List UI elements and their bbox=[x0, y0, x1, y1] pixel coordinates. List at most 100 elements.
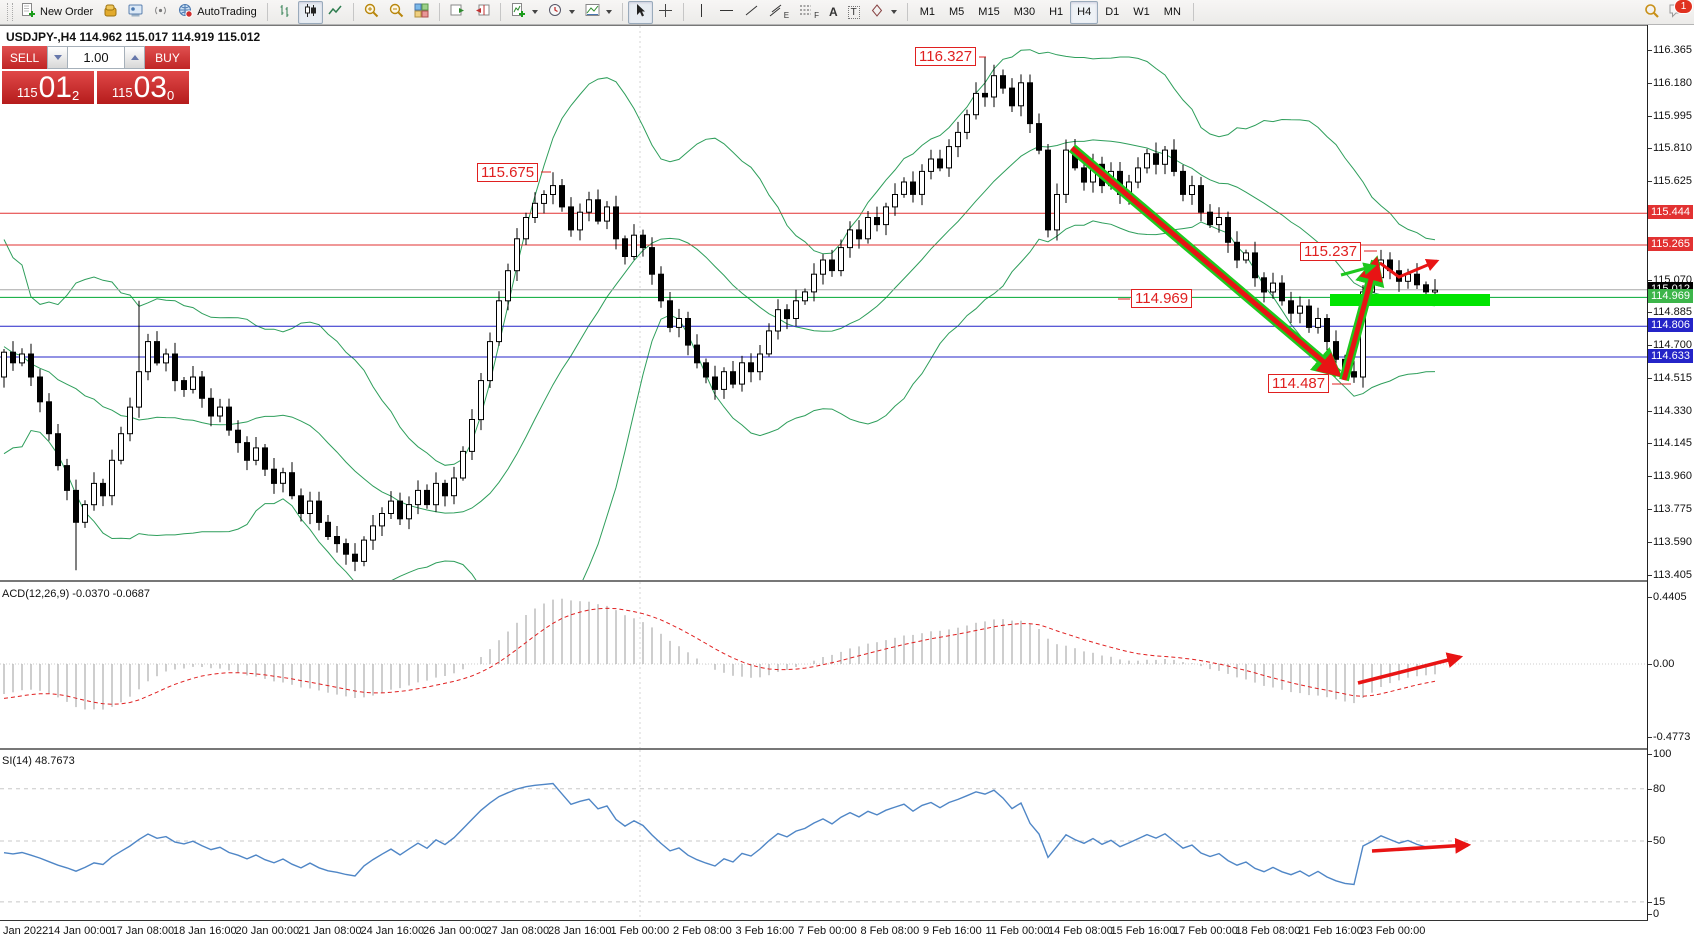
timeframe-M1[interactable]: M1 bbox=[919, 6, 936, 18]
auto-scroll-button[interactable] bbox=[445, 1, 470, 24]
one-click-trading-widget: SELL 1.00 BUY 115 01 2 115 03 0 bbox=[2, 46, 192, 104]
autotrading-icon bbox=[178, 3, 193, 21]
price-annotation[interactable]: 116.327 bbox=[915, 47, 977, 66]
price-axis[interactable]: 116.365 116.180 115.995 115.810 115.625 115.0… bbox=[1647, 0, 1694, 941]
timeframe-M15[interactable]: M15 bbox=[978, 6, 1000, 18]
volume-input[interactable]: 1.00 bbox=[68, 46, 124, 69]
axis-label: 0.00 bbox=[1647, 658, 1675, 670]
macd-panel-splitter[interactable] bbox=[0, 580, 1648, 582]
timeframe-W1[interactable]: W1 bbox=[1133, 6, 1150, 18]
axis-label: 0 bbox=[1647, 908, 1660, 920]
axis-label: 100 bbox=[1647, 748, 1672, 760]
candlestick-chart-button[interactable] bbox=[297, 0, 323, 24]
channel-tool-button[interactable]: E bbox=[764, 1, 794, 24]
time-label: 28 Jan 16:00 bbox=[548, 925, 612, 937]
time-label: 8 Feb 08:00 bbox=[860, 925, 920, 937]
price-badge: 114.806 bbox=[1648, 318, 1693, 333]
sell-button[interactable]: SELL bbox=[2, 46, 47, 69]
line-chart-button[interactable] bbox=[323, 1, 348, 24]
bar-chart-icon bbox=[278, 3, 293, 21]
axis-label: 115.995 bbox=[1648, 109, 1692, 122]
label-tool-button[interactable]: T bbox=[843, 1, 865, 24]
sell-price-box[interactable]: 115 01 2 bbox=[2, 71, 94, 104]
toolbar: New Order AutoTrading bbox=[0, 0, 1694, 25]
autotrading-button[interactable]: AutoTrading bbox=[173, 1, 262, 24]
time-axis[interactable]: Jan 2022 14 Jan 00:00 17 Jan 08:00 18 Jan 1… bbox=[0, 920, 1648, 941]
buy-price-box[interactable]: 115 03 0 bbox=[97, 71, 189, 104]
zoom-in-button[interactable] bbox=[359, 1, 384, 24]
time-label: 11 Feb 00:00 bbox=[985, 925, 1050, 937]
periods-button[interactable] bbox=[543, 1, 580, 24]
volume-decrease-button[interactable] bbox=[47, 46, 68, 69]
chart-shift-icon bbox=[475, 3, 490, 21]
macd-panel[interactable] bbox=[0, 582, 1647, 748]
wallet-button[interactable] bbox=[98, 1, 123, 24]
notifications-button[interactable]: 1 bbox=[1668, 0, 1693, 22]
axis-label: -0.4773 bbox=[1647, 730, 1691, 743]
axis-label: 114.515 bbox=[1648, 371, 1692, 384]
cursor-button[interactable] bbox=[627, 0, 653, 24]
bar-chart-button[interactable] bbox=[273, 1, 298, 24]
profiles-button[interactable] bbox=[580, 1, 617, 24]
new-order-icon bbox=[21, 3, 36, 21]
horizontal-line-tool-button[interactable] bbox=[714, 1, 739, 24]
price-badge: 115.444 bbox=[1648, 205, 1693, 220]
time-label: 18 Jan 16:00 bbox=[173, 925, 237, 937]
timeframe-MN[interactable]: MN bbox=[1163, 6, 1181, 18]
zoom-out-icon bbox=[389, 3, 404, 21]
axis-label: 114.885 bbox=[1648, 306, 1692, 319]
rsi-panel-splitter[interactable] bbox=[0, 748, 1648, 750]
axis-label: 116.180 bbox=[1648, 76, 1692, 89]
time-label: 15 Feb 16:00 bbox=[1110, 925, 1176, 937]
time-label: 21 Jan 08:00 bbox=[298, 925, 362, 937]
tile-windows-button[interactable] bbox=[409, 1, 434, 24]
volume-increase-button[interactable] bbox=[124, 46, 145, 69]
fibonacci-icon bbox=[799, 3, 812, 21]
profiles-caret-icon bbox=[605, 10, 612, 14]
axis-label: 114.330 bbox=[1648, 404, 1692, 417]
time-label: 7 Feb 00:00 bbox=[798, 925, 857, 937]
rsi-panel[interactable] bbox=[0, 750, 1647, 920]
price-annotation[interactable]: 115.237 bbox=[1300, 242, 1362, 261]
client-terminal-button[interactable] bbox=[123, 1, 148, 24]
new-chart-button[interactable] bbox=[506, 1, 543, 24]
signal-button[interactable] bbox=[148, 1, 173, 24]
price-chart[interactable] bbox=[0, 26, 1647, 580]
timeframe-H1[interactable]: H1 bbox=[1049, 6, 1064, 18]
price-badge: 115.265 bbox=[1648, 236, 1693, 251]
shapes-caret-icon bbox=[890, 10, 897, 14]
toolbar-grip[interactable] bbox=[7, 3, 13, 21]
price-annotation[interactable]: 114.487 bbox=[1268, 374, 1330, 393]
vertical-line-icon bbox=[694, 3, 709, 21]
price-annotation[interactable]: 115.675 bbox=[477, 163, 539, 182]
vertical-line-tool-button[interactable] bbox=[689, 1, 714, 24]
text-tool-button[interactable]: A bbox=[824, 1, 843, 24]
auto-scroll-icon bbox=[450, 3, 465, 21]
time-label: 18 Feb 08:00 bbox=[1235, 925, 1301, 937]
time-label: 14 Feb 08:00 bbox=[1048, 925, 1113, 937]
timeframe-group: M1 M5 M15 M30 H1 H4 D1 W1 MN bbox=[913, 0, 1188, 24]
time-label: 17 Feb 00:00 bbox=[1173, 925, 1238, 937]
price-annotation[interactable]: 114.969 bbox=[1131, 289, 1193, 308]
buy-price-sup: 0 bbox=[166, 88, 175, 103]
trendline-tool-button[interactable] bbox=[739, 1, 764, 24]
time-label: 14 Jan 00:00 bbox=[48, 925, 112, 937]
time-label: 1 Feb 00:00 bbox=[610, 925, 670, 937]
timeframe-H4[interactable]: H4 bbox=[1070, 0, 1099, 24]
timeframe-M5[interactable]: M5 bbox=[949, 6, 965, 18]
time-label: 21 Feb 16:00 bbox=[1298, 925, 1363, 937]
timeframe-M30[interactable]: M30 bbox=[1013, 6, 1036, 18]
crosshair-button[interactable] bbox=[653, 1, 678, 24]
axis-label: 115.625 bbox=[1648, 175, 1692, 188]
new-order-label: New Order bbox=[40, 6, 94, 18]
zoom-out-button[interactable] bbox=[384, 1, 409, 24]
search-icon[interactable] bbox=[1644, 3, 1660, 22]
chart-shift-button[interactable] bbox=[470, 1, 495, 24]
axis-label: 113.405 bbox=[1648, 568, 1692, 581]
new-order-button[interactable]: New Order bbox=[16, 1, 98, 24]
shapes-tool-button[interactable] bbox=[865, 1, 902, 24]
buy-button[interactable]: BUY bbox=[145, 46, 190, 69]
fibonacci-tool-button[interactable]: F bbox=[794, 1, 824, 24]
volume-up-icon bbox=[130, 55, 139, 60]
timeframe-D1[interactable]: D1 bbox=[1105, 6, 1120, 18]
